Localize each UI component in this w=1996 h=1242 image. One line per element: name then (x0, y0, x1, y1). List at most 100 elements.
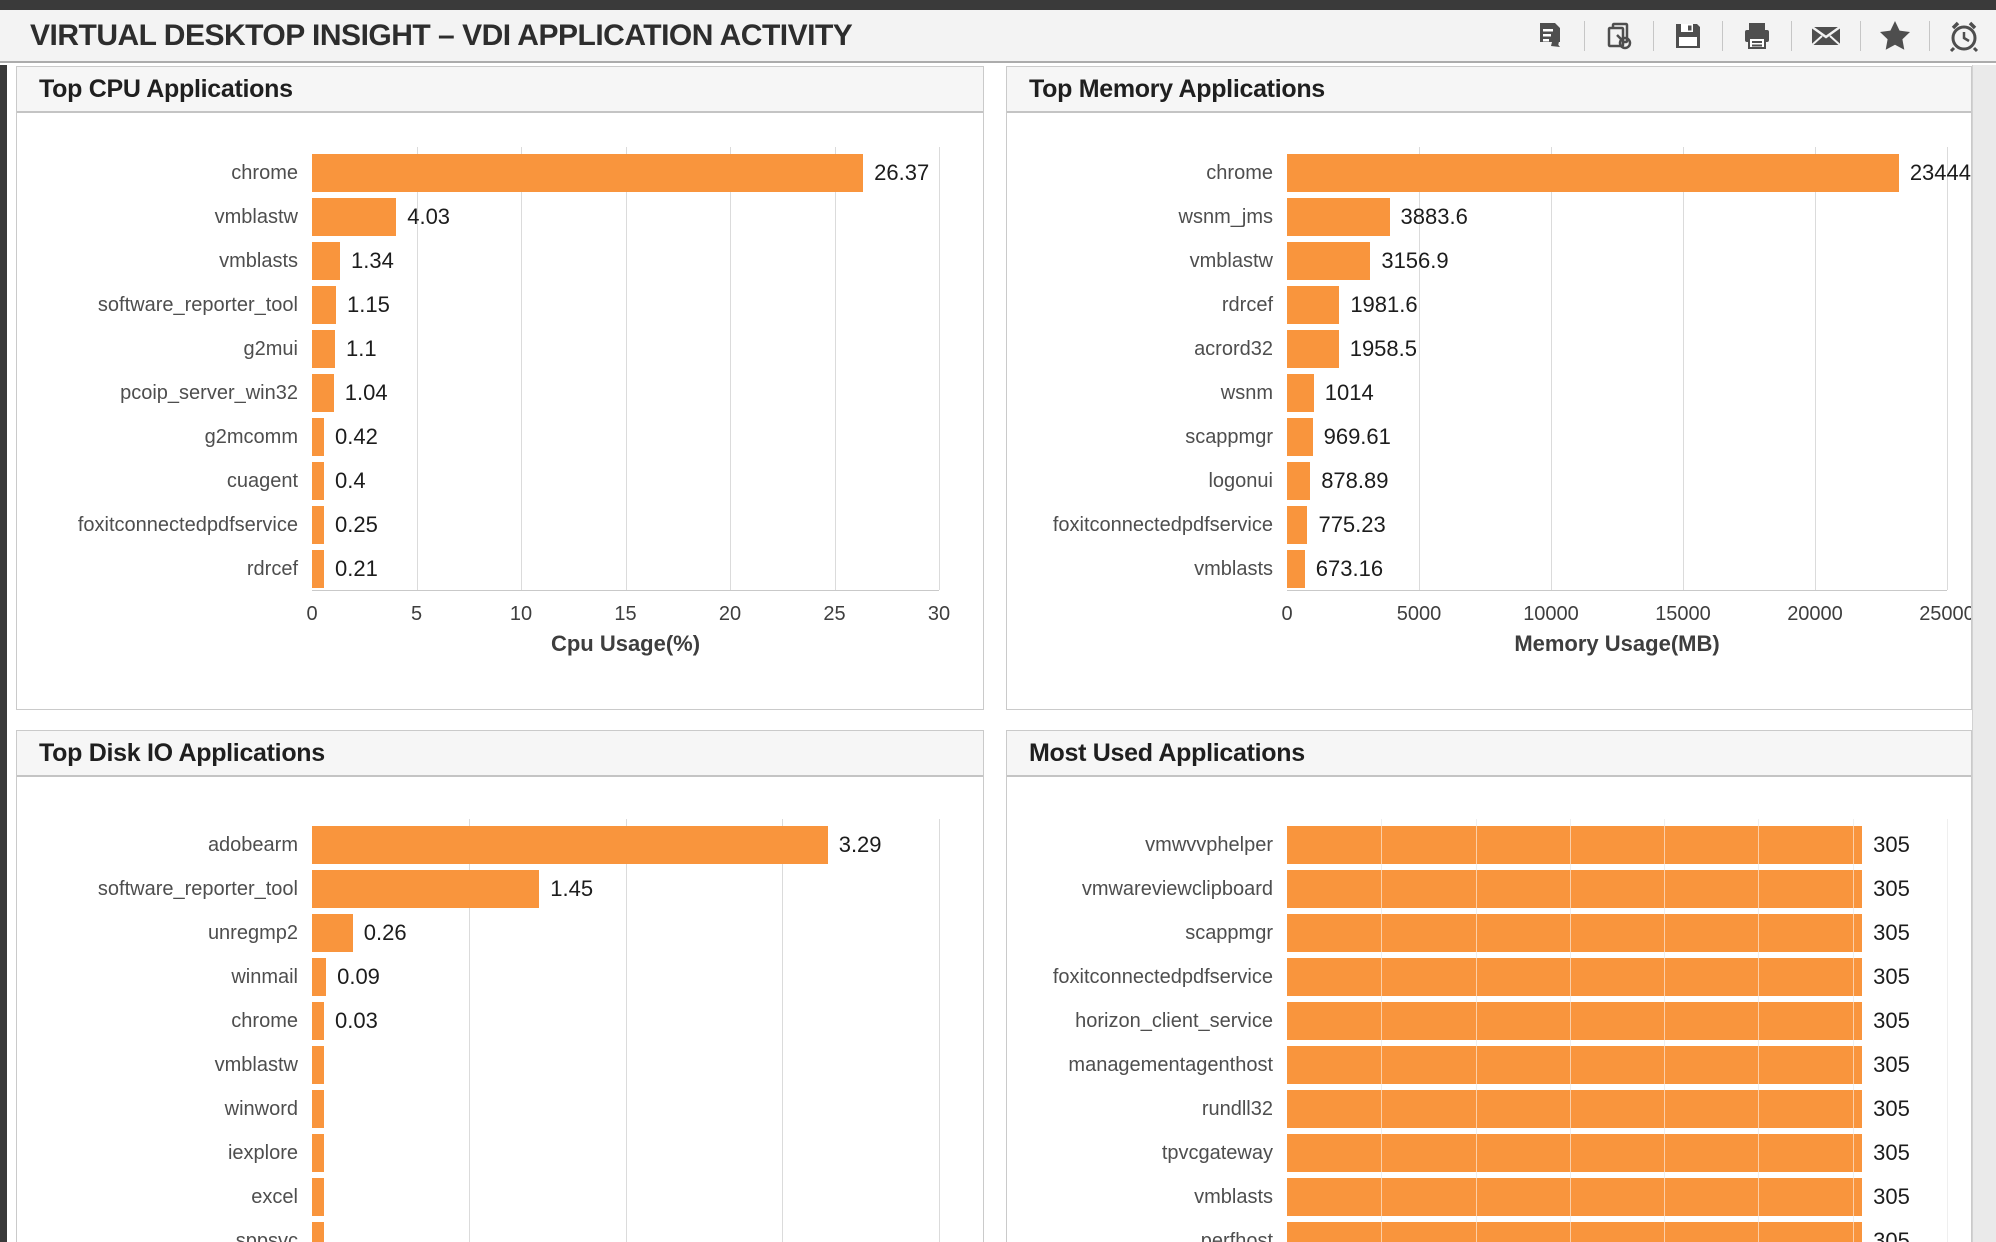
value-bar[interactable] (312, 1222, 324, 1242)
value-bar[interactable] (312, 914, 353, 952)
bar-row: vmwareviewclipboard 305 (1007, 867, 1971, 911)
category-label: managementagenthost (1068, 1053, 1273, 1076)
value-bar[interactable] (312, 550, 324, 588)
category-label: g2mui (243, 337, 298, 360)
panel-title: Most Used Applications (1029, 738, 1305, 767)
email-icon[interactable] (1808, 18, 1844, 54)
value-bar[interactable] (1287, 374, 1314, 412)
value-label: 3.29 (838, 832, 882, 857)
value-bar[interactable] (1287, 330, 1339, 368)
value-bar[interactable] (1287, 958, 1863, 996)
bar-area: 0.21 (312, 547, 983, 591)
bar-row: pcoip_server_win32 1.04 (17, 371, 983, 415)
value-label: 305 (1873, 1228, 1910, 1242)
category-label: logonui (1208, 469, 1273, 492)
bar-area: 1.45 (312, 867, 983, 911)
bar-area: 0.4 (312, 459, 983, 503)
scrollbar-track[interactable] (1972, 65, 1996, 1242)
gridline (1947, 147, 1948, 590)
value-bar[interactable] (1287, 826, 1863, 864)
x-axis-tick: 25 (823, 603, 846, 625)
category-label: vmblastw (1189, 249, 1273, 272)
bar-area: 23444 (1287, 151, 1971, 195)
bar-row: adobearm 3.29 (17, 823, 983, 867)
export-report-icon[interactable] (1532, 18, 1568, 54)
value-bar[interactable] (1287, 550, 1305, 588)
bar-row: wsnm 1014 (1007, 371, 1971, 415)
value-bar[interactable] (1287, 1134, 1863, 1172)
save-icon[interactable] (1670, 18, 1706, 54)
value-label: 1981.6 (1350, 292, 1418, 317)
value-bar[interactable] (312, 1002, 324, 1040)
value-bar[interactable] (312, 242, 340, 280)
value-bar[interactable] (312, 506, 324, 544)
favorite-star-icon[interactable] (1877, 18, 1913, 54)
bar-area: 673.16 (1287, 547, 1971, 591)
value-bar[interactable] (312, 958, 327, 996)
chart-gridlines (312, 147, 940, 591)
print-icon[interactable] (1739, 18, 1775, 54)
value-label: 305 (1873, 1140, 1910, 1165)
value-bar[interactable] (1287, 914, 1863, 952)
bar-row: tpvcgateway 305 (1007, 1131, 1971, 1175)
bar-area: 26.37 (312, 151, 983, 195)
bar-row: perfhost 305 (1007, 1219, 1971, 1242)
bar-area: 0.03 (312, 999, 983, 1043)
value-label: 3883.6 (1400, 204, 1468, 229)
bar-row: scappmgr 305 (1007, 911, 1971, 955)
value-bar[interactable] (312, 1134, 324, 1172)
disk-io-bar-chart: adobearm 3.29 software_reporter_tool 1.45 un… (17, 777, 983, 1242)
bar-area: 305 (1287, 1131, 1971, 1175)
value-bar[interactable] (1287, 286, 1340, 324)
value-bar[interactable] (312, 826, 828, 864)
value-bar[interactable] (312, 374, 334, 412)
bar-area (312, 1131, 983, 1175)
bar-row: software_reporter_tool 1.45 (17, 867, 983, 911)
value-bar[interactable] (312, 330, 335, 368)
chart-gridlines (312, 819, 940, 1242)
value-bar[interactable] (1287, 1178, 1863, 1216)
value-bar[interactable] (1287, 1002, 1863, 1040)
value-bar[interactable] (312, 1178, 324, 1216)
bar-row: foxitconnectedpdfservice 775.23 (1007, 503, 1971, 547)
value-bar[interactable] (1287, 154, 1899, 192)
bar-row: scappmgr 969.61 (1007, 415, 1971, 459)
value-bar[interactable] (1287, 418, 1313, 456)
value-bar[interactable] (1287, 1046, 1863, 1084)
gridline (1419, 147, 1420, 590)
value-bar[interactable] (1287, 1222, 1863, 1242)
value-bar[interactable] (1287, 506, 1308, 544)
value-bar[interactable] (312, 198, 397, 236)
bar-area: 878.89 (1287, 459, 1971, 503)
x-axis-tick: 30 (927, 603, 951, 625)
category-label: foxitconnectedpdfservice (1052, 965, 1273, 988)
x-axis-tick: 15 (614, 603, 637, 625)
value-bar[interactable] (312, 154, 864, 192)
value-bar[interactable] (312, 870, 540, 908)
panel-header: Top CPU Applications (17, 67, 983, 113)
category-label: cuagent (226, 469, 298, 492)
bar-row: foxitconnectedpdfservice 305 (1007, 955, 1971, 999)
value-bar[interactable] (312, 1046, 324, 1084)
value-bar[interactable] (312, 418, 324, 456)
value-bar[interactable] (312, 462, 324, 500)
x-axis-tick: 0 (1281, 603, 1293, 625)
value-bar[interactable] (312, 286, 337, 324)
bar-area: 1.34 (312, 239, 983, 283)
export-pdf-icon[interactable] (1601, 18, 1637, 54)
value-bar[interactable] (1287, 1090, 1863, 1128)
value-bar[interactable] (1287, 870, 1863, 908)
value-bar[interactable] (1287, 198, 1390, 236)
value-bar[interactable] (1287, 462, 1311, 500)
toolbar-separator (1791, 20, 1792, 51)
bar-area: 1.15 (312, 283, 983, 327)
x-axis-tick: 20000 (1787, 603, 1843, 625)
x-axis-tick: 15000 (1655, 603, 1711, 625)
value-bar[interactable] (312, 1090, 324, 1128)
bar-row: horizon_client_service 305 (1007, 999, 1971, 1043)
bar-area: 305 (1287, 911, 1971, 955)
category-label: horizon_client_service (1075, 1009, 1273, 1032)
schedule-clock-icon[interactable] (1946, 18, 1982, 54)
bar-row: chrome 23444 (1007, 151, 1971, 195)
value-bar[interactable] (1287, 242, 1371, 280)
